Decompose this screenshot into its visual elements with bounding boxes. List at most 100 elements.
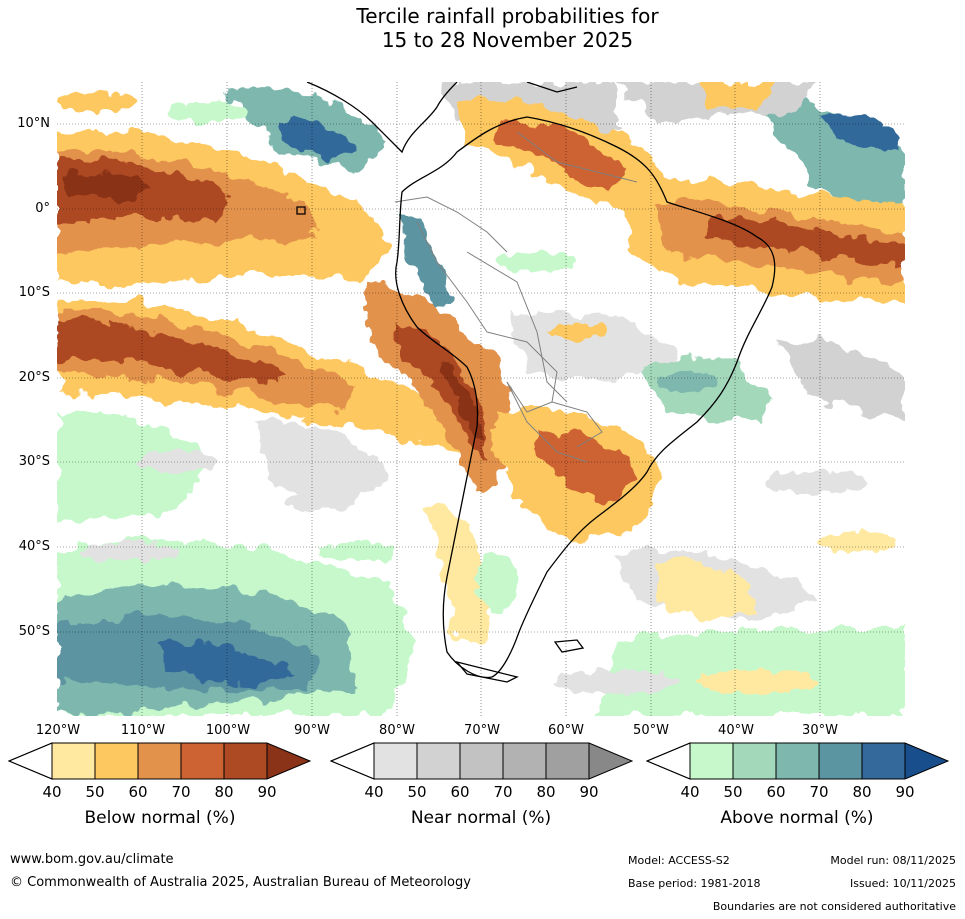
above-tick-90: 90 [895, 783, 915, 801]
lon-label-100w: 100°W [205, 723, 251, 738]
near-normal-swatch-2 [417, 743, 460, 779]
below-normal-eb-max [707, 217, 905, 267]
footer-base-period: Base period: 1981-2018 [628, 877, 761, 890]
below-tick-70: 70 [171, 783, 191, 801]
patch [697, 670, 817, 694]
below-normal-ne-yellow [697, 82, 777, 112]
south-america-coast [395, 116, 776, 679]
above-normal-swatch-4 [819, 743, 862, 779]
above-normal-ca-core [277, 121, 357, 162]
near-normal-swatch-4 [503, 743, 546, 779]
below-normal-sp-core [57, 321, 287, 387]
central-america-coast [306, 82, 458, 154]
below-normal-swatch-2 [95, 743, 138, 779]
lon-label-80w: 80°W [379, 723, 415, 738]
above-normal-colorbar-outline [646, 742, 950, 780]
falklands [553, 639, 585, 653]
above-normal-swatch-3 [776, 743, 819, 779]
patch [557, 670, 677, 694]
galapagos [296, 206, 306, 215]
title-line-2: 15 to 28 November 2025 [381, 28, 634, 52]
below-normal-patagonia [427, 502, 490, 642]
patch [477, 552, 517, 612]
lon-label-90w: 90°W [294, 723, 330, 738]
patch [167, 102, 247, 122]
caribbean-islands [526, 82, 578, 93]
lat-label-10s: 10°S [18, 285, 50, 300]
lon-label-40w: 40°W [718, 723, 754, 738]
above-normal-ne-core [817, 111, 905, 152]
above-tick-70: 70 [809, 783, 829, 801]
lat-label-30s: 30°S [18, 454, 50, 469]
above-normal-andes-north [402, 212, 452, 312]
footer-disclaimer: Boundaries are not considered authoritat… [712, 900, 956, 913]
near-normal-title: Near normal (%) [410, 808, 552, 828]
near-normal-southwest [257, 420, 387, 512]
above-tick-50: 50 [723, 783, 743, 801]
below-normal-title: Below normal (%) [84, 808, 236, 828]
border-bolivia [486, 331, 558, 413]
above-tick-40: 40 [680, 783, 700, 801]
patch [287, 494, 347, 510]
below-normal-sb-core [537, 431, 637, 502]
near-normal-swatch-5 [546, 743, 589, 779]
graticule [57, 82, 905, 716]
footer-model: Model: ACCESS-S2 [628, 854, 730, 867]
footer-website: www.bom.gov.au/climate [10, 852, 174, 867]
near-tick-70: 70 [493, 783, 513, 801]
near-normal-min-triangle [330, 742, 375, 780]
below-normal-colorbar [8, 742, 312, 780]
near-tick-90: 90 [579, 783, 599, 801]
border-brazil-west [466, 251, 568, 403]
lat-label-20s: 20°S [18, 370, 50, 385]
near-tick-40: 40 [364, 783, 384, 801]
below-normal-min-triangle [8, 742, 53, 780]
border-paraguay [551, 401, 603, 448]
patch [817, 532, 897, 552]
above-normal-swatch-5 [862, 743, 905, 779]
below-normal-swatch-3 [138, 743, 181, 779]
country-borders [394, 131, 638, 463]
border-venezuela-guyana [516, 131, 638, 183]
below-normal-chile-core [397, 322, 487, 462]
above-normal-sw-patch [57, 410, 207, 522]
probability-fields [57, 82, 905, 716]
patch [767, 470, 867, 494]
below-tick-50: 50 [85, 783, 105, 801]
footer-model-run: Model run: 08/11/2025 [830, 854, 956, 867]
patch [657, 372, 717, 392]
below-tick-80: 80 [214, 783, 234, 801]
footer-issued: Issued: 10/11/2025 [849, 877, 956, 890]
lon-label-30w: 30°W [802, 723, 838, 738]
above-normal-max-triangle [905, 743, 948, 779]
above-normal-swatch-1 [690, 743, 733, 779]
border-argentina-north [506, 381, 588, 463]
lon-label-70w: 70°W [464, 723, 500, 738]
title-line-1: Tercile rainfall probabilities for [356, 4, 659, 28]
above-normal-min-triangle [646, 742, 691, 780]
small-patches [57, 92, 897, 694]
near-normal-east [777, 340, 905, 422]
below-normal-north-sa-core [497, 121, 627, 192]
chart-title: Tercile rainfall probabilities for 15 to… [0, 4, 965, 52]
near-normal-colorbar [330, 742, 634, 780]
patch [317, 542, 397, 562]
rainfall-probability-map [57, 82, 905, 716]
near-normal-swatch-3 [460, 743, 503, 779]
lon-label-110w: 110°W [120, 723, 166, 738]
below-normal-swatch-1 [52, 743, 95, 779]
below-normal-max-triangle [267, 743, 310, 779]
below-normal-sw-atlantic [657, 560, 757, 622]
border-peru [416, 221, 488, 333]
lon-label-60w: 60°W [548, 723, 584, 738]
near-normal-max-triangle [589, 743, 632, 779]
above-normal-atlantic [597, 622, 905, 716]
lat-label-10n: 10°N [17, 116, 50, 131]
below-normal-chile-max [442, 362, 485, 442]
near-normal-colorbar-outline [330, 742, 634, 780]
patch [77, 543, 177, 561]
border-colombia [394, 196, 508, 253]
coastlines [296, 82, 776, 683]
near-tick-60: 60 [450, 783, 470, 801]
above-normal-swatch-2 [733, 743, 776, 779]
